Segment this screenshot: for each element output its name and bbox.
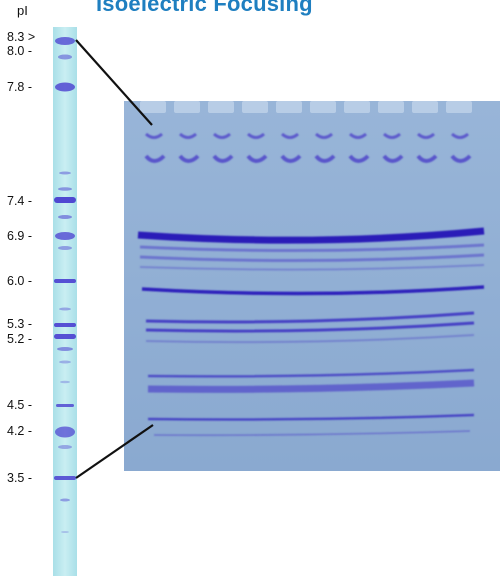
ladder-band [55, 37, 75, 45]
gel-band-major [137, 227, 485, 244]
ladder-band [58, 246, 72, 250]
pi-axis-label: pI [17, 3, 28, 18]
ladder-band [60, 498, 70, 502]
marker-label-5-2: 5.2 - [7, 332, 33, 346]
gel-band [145, 311, 475, 324]
marker-label-6-9: 6.9 - [7, 229, 33, 243]
gel-band [147, 368, 475, 378]
marker-label-3-5: 3.5 - [7, 471, 33, 485]
ladder-band [59, 360, 71, 364]
marker-label-4-5: 4.5 - [7, 398, 33, 412]
gel-band-row-chevron [144, 154, 472, 163]
ladder-band [58, 445, 72, 449]
ladder-band [60, 380, 70, 384]
gel-band [153, 430, 471, 437]
ladder-band [58, 215, 72, 219]
ladder-band [58, 187, 72, 191]
pi-marker-strip [53, 27, 77, 576]
ladder-band [54, 334, 76, 339]
marker-label-4-2: 4.2 - [7, 424, 33, 438]
ladder-band [54, 197, 76, 203]
gel-band [139, 264, 485, 271]
ladder-band [55, 82, 75, 92]
ladder-band [54, 476, 76, 480]
ladder-band [55, 232, 75, 240]
marker-label-5-3: 5.3 - [7, 317, 33, 331]
gel-band [139, 243, 485, 253]
ladder-band [54, 323, 76, 327]
ladder-band [57, 347, 73, 351]
gel-band-strong [141, 285, 485, 296]
ladder-band [61, 531, 69, 533]
ladder-band [56, 404, 74, 407]
marker-label-7-4: 7.4 - [7, 194, 33, 208]
gel-band [145, 321, 475, 333]
marker-label-7-8: 7.8 - [7, 80, 33, 94]
gel-band [145, 334, 475, 344]
gel-band [147, 413, 475, 421]
ladder-band [58, 54, 72, 60]
gel-band [139, 253, 485, 263]
ladder-band [59, 307, 71, 311]
marker-label-6-0: 6.0 - [7, 274, 33, 288]
marker-label-8-3: 8.3 > [7, 30, 36, 44]
ladder-bands [54, 37, 76, 533]
gel-band-diffuse [147, 379, 475, 393]
gel-band-row-top [145, 132, 469, 139]
figure-title: Isoelectric Focusing [96, 0, 313, 16]
ladder-band [54, 279, 76, 283]
ladder-band [59, 171, 71, 175]
ladder-band [55, 426, 75, 438]
marker-label-8-0: 8.0 - [7, 44, 33, 58]
ief-gel-image [124, 101, 500, 471]
